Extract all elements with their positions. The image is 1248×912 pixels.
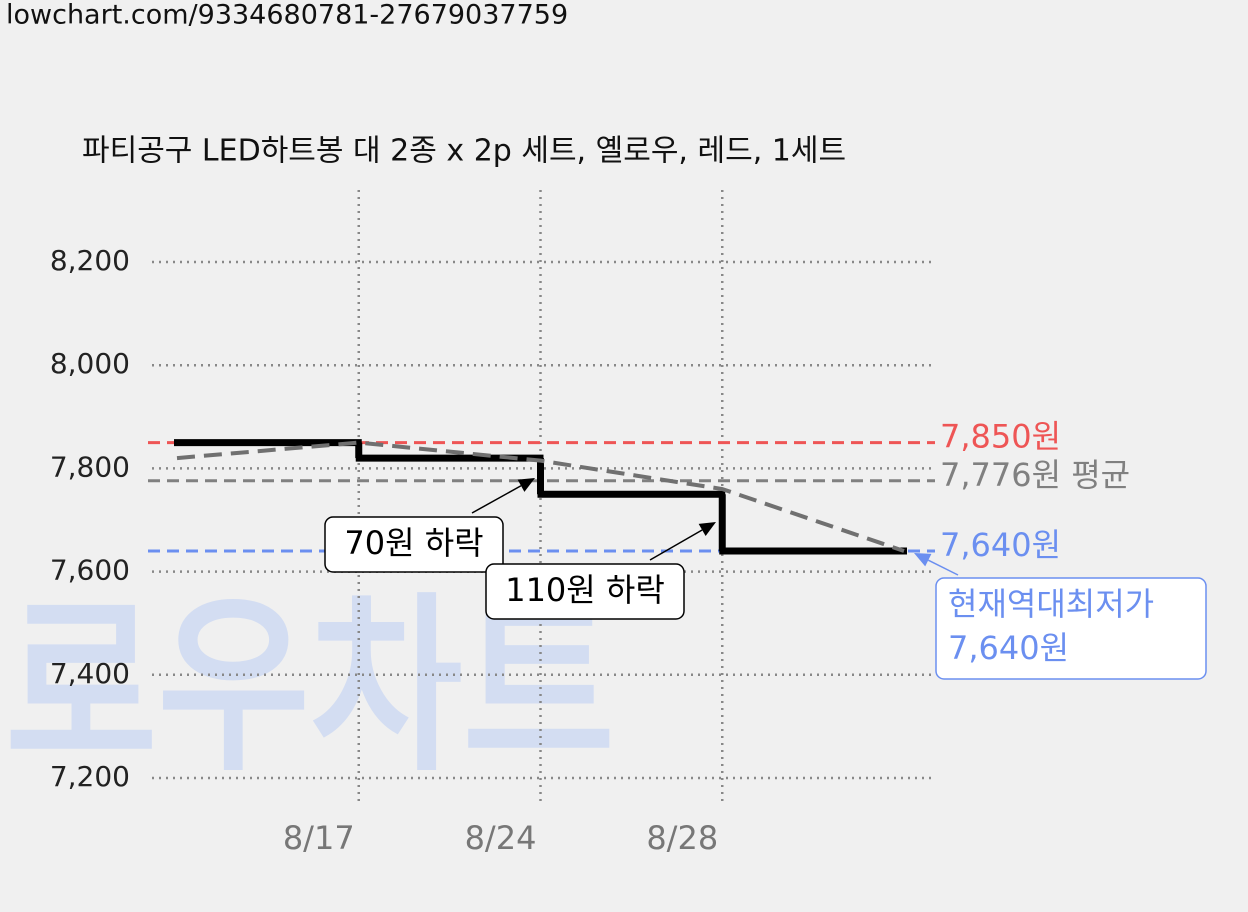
reference-label: 7,776원 평균 xyxy=(940,456,1130,494)
url: lowchart.com/9334680781-27679037759 xyxy=(6,0,568,31)
y-tick-label: 7,600 xyxy=(50,554,130,587)
x-tick-label: 8/24 xyxy=(465,819,537,857)
annotation-arrow xyxy=(471,485,522,514)
y-tick-label: 7,400 xyxy=(50,657,130,690)
annotation-arrow xyxy=(649,529,703,561)
annotation-box xyxy=(935,577,1207,680)
annotation-arrowhead xyxy=(698,522,716,537)
y-tick-label: 7,800 xyxy=(50,450,130,483)
annotation-arrowhead xyxy=(517,478,535,492)
y-tick-label: 8,000 xyxy=(50,347,130,380)
trend-line xyxy=(176,440,905,553)
reference-label: 7,640원 xyxy=(940,526,1061,564)
annotation-text: 110원 하락 xyxy=(505,571,665,609)
x-tick-label: 8/17 xyxy=(283,819,355,857)
annotation-text: 7,640원 xyxy=(948,629,1069,667)
x-tick-label: 8/28 xyxy=(646,819,718,857)
annotation-arrow xyxy=(927,559,959,576)
annotation-box xyxy=(324,516,504,573)
y-tick-label: 7,200 xyxy=(50,760,130,793)
y-tick-label: 8,200 xyxy=(50,244,130,277)
annotation-arrowhead xyxy=(914,553,932,567)
chart-title: 파티공구 LED하트봉 대 2종 x 2p 세트, 옐로우, 레드, 1세트 xyxy=(82,134,846,169)
reference-label: 7,850원 xyxy=(940,418,1061,456)
annotation-box xyxy=(485,563,685,620)
annotation-text: 70원 하락 xyxy=(344,524,483,562)
annotation-text: 현재역대최저가 xyxy=(948,585,1154,623)
